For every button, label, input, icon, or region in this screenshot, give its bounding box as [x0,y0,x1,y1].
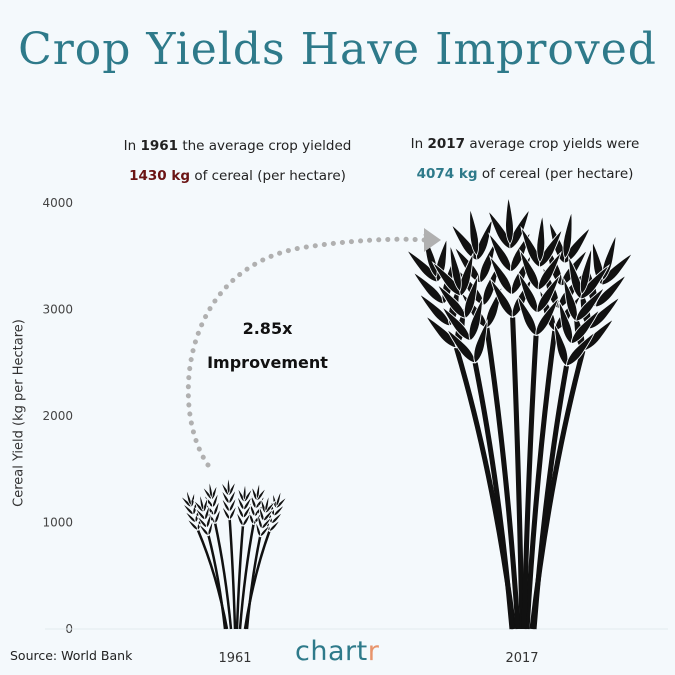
x-tick-label-2017: 2017 [505,651,538,666]
note-2017: In 2017 average crop yields were 4074 kg… [385,129,665,189]
y-tick-label: 3000 [42,303,73,317]
note-1961: In 1961 the average crop yielded 1430 kg… [95,131,380,191]
wheat-stem [521,335,539,630]
improvement-label: Improvement [207,353,328,372]
source-credit: Source: World Bank [10,648,133,663]
note-1961-value: 1430 kg [129,168,191,184]
y-tick-label: 2000 [42,409,73,423]
brand-accent: r [367,636,380,667]
improvement-ratio: 2.85x [242,319,293,338]
wheat-stem [238,524,255,630]
wheat-stem [472,362,515,630]
note-2017-middle: average crop yields were [465,136,640,152]
wheat-stem [207,535,227,630]
note-2017-value: 4074 kg [416,166,478,182]
wheat-bar-1961 [179,476,289,630]
note-2017-prefix: In [410,136,428,152]
y-tick-label: 1000 [42,516,73,530]
y-tick-label: 4000 [42,196,73,210]
wheat-stem [531,365,570,630]
note-1961-prefix: In [123,138,141,154]
improvement-arrow [185,228,441,468]
wheat-head-icon [219,476,239,521]
note-1961-year: 1961 [140,138,179,154]
improvement-annotation: 2.85x Improvement [195,312,340,380]
note-1961-middle: the average crop yielded [178,138,352,154]
note-2017-year: 2017 [427,136,466,152]
brand-logo: chartr [295,636,379,667]
arrow-head-icon [424,228,441,252]
brand-main: chart [295,636,368,667]
note-2017-suffix: of cereal (per hectare) [477,166,634,182]
wheat-stem [484,327,521,630]
wheat-bar-2017 [403,196,636,630]
wheat-stem [228,519,237,630]
note-1961-suffix: of cereal (per hectare) [190,168,346,184]
wheat-stem [245,536,262,630]
wheat-stem [235,525,245,630]
wheat-bars [179,196,636,630]
x-axis-ticks: 1961 2017 [218,651,538,666]
wheat-stem [510,317,525,630]
wheat-stem [213,523,233,630]
x-tick-label-1961: 1961 [218,651,251,666]
chart-title: Crop Yields Have Improved [18,24,657,75]
wheat-stem [524,330,558,630]
